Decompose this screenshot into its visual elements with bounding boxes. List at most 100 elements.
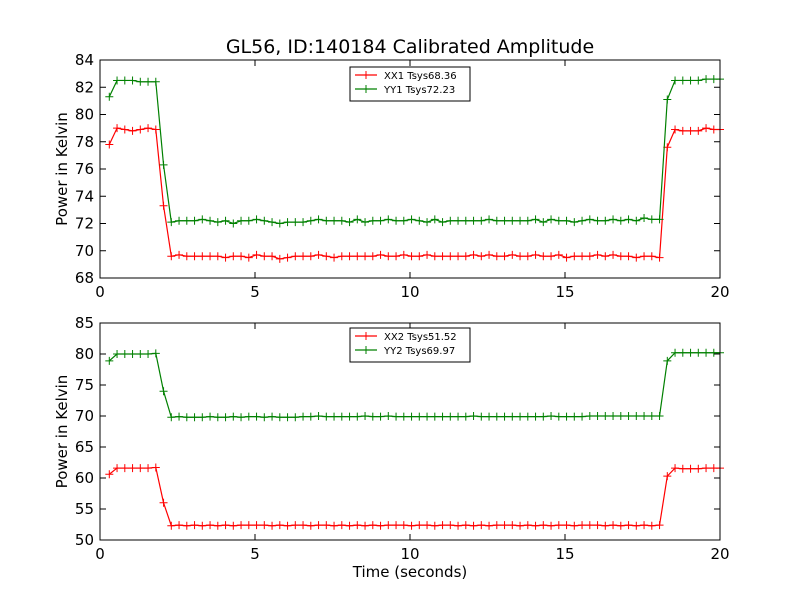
- data-point-1-0-43: [438, 521, 447, 530]
- data-point-0-1-55: [531, 215, 540, 224]
- data-point-0-0-24: [291, 252, 300, 261]
- data-point-0-0-59: [562, 253, 571, 262]
- data-point-1-1-30: [337, 412, 346, 421]
- data-point-0-1-9: [175, 216, 184, 225]
- data-point-1-0-1: [113, 464, 122, 473]
- data-point-1-1-47: [469, 412, 478, 420]
- data-point-1-0-41: [423, 521, 432, 530]
- data-point-1-0-18: [244, 521, 253, 530]
- data-point-1-0-39: [407, 521, 416, 530]
- data-point-0-1-52: [508, 216, 517, 225]
- data-point-0-0-41: [423, 250, 432, 259]
- data-point-0-1-20: [260, 216, 269, 225]
- data-point-1-1-6: [151, 349, 160, 358]
- data-point-0-1-38: [399, 216, 408, 225]
- data-point-0-0-76: [694, 126, 703, 135]
- data-point-0-0-21: [268, 252, 277, 261]
- data-point-0-1-40: [415, 216, 424, 225]
- data-point-1-1-54: [523, 412, 532, 421]
- data-point-0-0-29: [330, 253, 339, 262]
- data-point-1-0-17: [237, 521, 246, 530]
- data-point-0-1-17: [237, 216, 246, 225]
- data-point-1-1-32: [353, 412, 362, 421]
- data-point-0-0-56: [539, 252, 548, 261]
- data-point-1-0-73: [671, 464, 680, 473]
- data-point-1-0-45: [454, 521, 463, 530]
- data-point-0-0-15: [221, 253, 230, 262]
- data-point-0-0-34: [368, 252, 377, 261]
- data-point-1-0-14: [213, 521, 222, 530]
- data-point-1-1-0: [105, 356, 114, 365]
- data-point-1-1-11: [190, 413, 199, 422]
- data-point-0-0-71: [655, 253, 664, 262]
- data-point-0-1-21: [268, 218, 277, 227]
- data-point-1-0-23: [283, 521, 292, 530]
- data-point-0-0-30: [337, 252, 346, 261]
- data-point-1-0-13: [206, 521, 215, 530]
- data-point-1-1-34: [368, 412, 377, 421]
- data-point-0-1-54: [523, 216, 532, 225]
- data-point-1-1-56: [539, 412, 548, 421]
- data-point-0-0-75: [686, 126, 695, 135]
- x-tick-label-0-0: 0: [95, 283, 105, 301]
- data-point-1-1-26: [306, 412, 315, 421]
- data-point-1-0-70: [647, 521, 656, 530]
- data-point-1-0-56: [539, 521, 548, 530]
- data-point-0-0-67: [624, 252, 633, 261]
- data-point-0-0-70: [647, 252, 656, 261]
- data-point-0-0-50: [492, 252, 501, 261]
- data-point-0-0-33: [361, 252, 370, 261]
- data-point-1-1-69: [640, 412, 649, 420]
- data-point-0-1-68: [632, 216, 641, 225]
- data-point-0-0-9: [175, 250, 184, 259]
- data-point-0-1-49: [485, 215, 494, 224]
- data-point-1-0-30: [337, 521, 346, 530]
- data-point-1-0-28: [322, 521, 331, 530]
- y-tick-label-0-0: 68: [75, 269, 94, 287]
- data-point-1-1-75: [686, 348, 695, 357]
- data-point-1-1-37: [392, 412, 401, 421]
- data-point-1-1-21: [268, 412, 277, 421]
- data-point-1-0-55: [531, 521, 540, 530]
- y-tick-label-0-1: 70: [75, 242, 94, 260]
- data-point-1-1-27: [314, 412, 323, 420]
- data-point-0-1-64: [601, 216, 610, 225]
- top-panel: 0 5 10 15 20 68 70 72 74 76 78 80 82 84 Power in Kelvi…: [53, 51, 730, 301]
- data-point-0-1-59: [562, 216, 571, 225]
- data-point-0-1-63: [593, 216, 602, 225]
- data-point-0-0-55: [531, 250, 540, 259]
- data-point-1-0-10: [182, 521, 191, 530]
- data-point-1-0-46: [461, 521, 470, 530]
- data-point-0-1-41: [423, 218, 432, 227]
- data-point-1-0-4: [136, 464, 145, 473]
- data-point-0-1-65: [609, 215, 618, 224]
- data-point-1-1-5: [144, 350, 153, 358]
- data-point-0-0-5: [144, 124, 153, 133]
- data-point-1-0-76: [694, 464, 703, 473]
- data-point-0-1-6: [151, 77, 160, 86]
- data-point-1-1-67: [624, 412, 633, 420]
- data-point-1-0-57: [547, 521, 556, 530]
- data-point-1-1-29: [330, 412, 339, 421]
- y-tick-label-1-3: 65: [75, 438, 94, 456]
- data-point-1-1-2: [120, 350, 129, 358]
- data-point-0-1-73: [671, 76, 680, 85]
- data-point-0-0-51: [500, 252, 509, 261]
- data-point-0-1-57: [547, 215, 556, 224]
- data-point-1-1-15: [221, 413, 230, 422]
- data-point-0-0-54: [523, 252, 532, 261]
- data-point-0-1-19: [252, 215, 261, 224]
- data-point-1-1-38: [399, 412, 408, 421]
- data-point-1-1-58: [554, 412, 563, 421]
- data-point-1-0-54: [523, 521, 532, 530]
- data-point-0-1-77: [702, 75, 711, 84]
- data-point-1-1-31: [345, 412, 354, 421]
- data-point-0-1-50: [492, 216, 501, 225]
- data-point-0-1-11: [190, 216, 199, 225]
- data-point-0-0-64: [601, 252, 610, 261]
- legend-box-0: [349, 66, 471, 102]
- data-point-1-0-5: [144, 464, 153, 473]
- data-point-0-1-62: [585, 215, 594, 224]
- data-point-1-1-45: [454, 412, 463, 421]
- data-point-0-0-20: [260, 252, 269, 261]
